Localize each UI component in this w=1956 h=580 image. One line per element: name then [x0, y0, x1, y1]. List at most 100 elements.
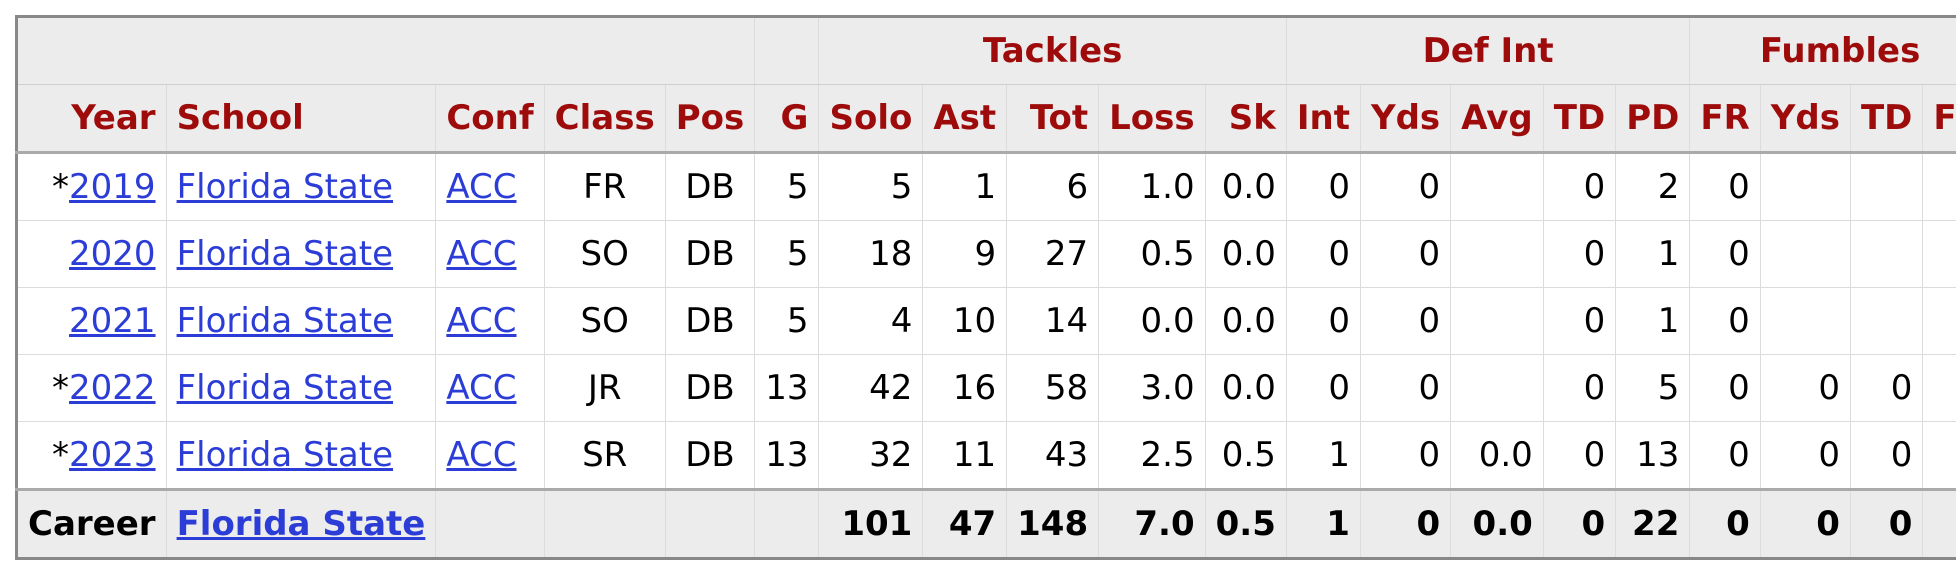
cell-int-avg [1450, 152, 1544, 221]
cell-fr-td [1849, 287, 1924, 355]
award-marker: * [52, 167, 70, 207]
cell-pd: 1 [1615, 287, 1691, 355]
cell-pd: 5 [1615, 354, 1691, 422]
cell-g: 13 [754, 421, 820, 490]
col-header-sk[interactable]: Sk [1204, 84, 1287, 154]
cell-fr: 0 [1689, 152, 1761, 221]
career-tot: 148 [1006, 488, 1100, 559]
cell-ast: 9 [922, 220, 1008, 288]
cell-fr: 0 [1689, 287, 1761, 355]
conf-link[interactable]: ACC [446, 301, 517, 341]
cell-tot: 6 [1006, 152, 1100, 221]
cell-int-td: 0 [1542, 152, 1617, 221]
cell-pd: 13 [1615, 421, 1691, 490]
cell-conf: ACC [435, 421, 545, 490]
over-header-def-int: Def Int [1285, 16, 1691, 85]
year-link[interactable]: 2019 [69, 167, 156, 207]
cell-ast: 1 [922, 152, 1008, 221]
cell-ast: 16 [922, 354, 1008, 422]
over-header-row: Tackles Def Int Fumbles [15, 16, 1956, 85]
col-header-fr[interactable]: FR [1689, 84, 1761, 154]
col-header-int-yds[interactable]: Yds [1359, 84, 1452, 154]
cell-class: SO [543, 220, 666, 288]
career-sk: 0.5 [1204, 488, 1287, 559]
career-row: Career Florida State 101 47 148 7.0 0.5 … [16, 488, 1956, 559]
cell-g: 5 [754, 220, 820, 288]
cell-conf: ACC [435, 354, 545, 422]
cell-tot: 27 [1006, 220, 1100, 288]
conf-link[interactable]: ACC [446, 167, 517, 207]
col-header-school[interactable]: School [165, 84, 437, 154]
col-header-int-avg[interactable]: Avg [1450, 84, 1544, 154]
award-marker: * [52, 368, 70, 408]
conf-link[interactable]: ACC [446, 368, 517, 408]
cell-int-td: 0 [1542, 287, 1617, 355]
cell-pd: 1 [1615, 220, 1691, 288]
col-header-fr-td[interactable]: TD [1849, 84, 1924, 154]
cell-class: JR [543, 354, 666, 422]
cell-school: Florida State [165, 354, 437, 422]
career-ff: 1 [1922, 488, 1956, 559]
cell-pos: DB [664, 220, 756, 288]
cell-ff: 0 [1922, 152, 1956, 221]
col-header-year[interactable]: Year [16, 84, 167, 154]
cell-fr-yds: 0 [1759, 354, 1851, 422]
table-row: *2023 Florida State ACC SR DB 13 32 11 4… [16, 421, 1956, 490]
career-fr: 0 [1689, 488, 1761, 559]
cell-pos: DB [664, 287, 756, 355]
year-link[interactable]: 2021 [69, 301, 156, 341]
cell-school: Florida State [165, 421, 437, 490]
table-row: 2021 Florida State ACC SO DB 5 4 10 14 0… [16, 287, 1956, 355]
cell-ff: 1 [1922, 220, 1956, 288]
career-g-cell [754, 488, 820, 559]
col-header-ast[interactable]: Ast [922, 84, 1008, 154]
col-header-fr-yds[interactable]: Yds [1759, 84, 1851, 154]
col-header-tot[interactable]: Tot [1006, 84, 1100, 154]
col-header-solo[interactable]: Solo [818, 84, 924, 154]
cell-sk: 0.0 [1204, 152, 1287, 221]
school-link[interactable]: Florida State [176, 167, 394, 207]
career-int-td: 0 [1542, 488, 1617, 559]
career-int-avg: 0.0 [1450, 488, 1544, 559]
col-header-class[interactable]: Class [543, 84, 666, 154]
award-marker: * [52, 435, 70, 475]
cell-tot: 58 [1006, 354, 1100, 422]
year-link[interactable]: 2022 [69, 368, 156, 408]
cell-conf: ACC [435, 220, 545, 288]
col-header-ff[interactable]: FF [1922, 84, 1956, 154]
table-row: *2019 Florida State ACC FR DB 5 5 1 6 1.… [16, 152, 1956, 221]
col-header-loss[interactable]: Loss [1098, 84, 1206, 154]
school-link[interactable]: Florida State [176, 435, 394, 475]
cell-class: SO [543, 287, 666, 355]
career-school-link[interactable]: Florida State [176, 504, 426, 544]
cell-loss: 0.0 [1098, 287, 1206, 355]
school-link[interactable]: Florida State [176, 234, 394, 274]
cell-class: SR [543, 421, 666, 490]
cell-loss: 0.5 [1098, 220, 1206, 288]
col-header-conf[interactable]: Conf [435, 84, 545, 154]
school-link[interactable]: Florida State [176, 301, 394, 341]
cell-pos: DB [664, 152, 756, 221]
col-header-pos[interactable]: Pos [664, 84, 756, 154]
cell-fr-yds [1759, 152, 1851, 221]
year-link[interactable]: 2023 [69, 435, 156, 475]
cell-ff: 0 [1922, 354, 1956, 422]
conf-link[interactable]: ACC [446, 435, 517, 475]
cell-fr-td [1849, 152, 1924, 221]
col-header-pd[interactable]: PD [1615, 84, 1691, 154]
cell-year: 2021 [16, 287, 167, 355]
defense-stats-table: Tackles Def Int Fumbles Year School Conf… [15, 15, 1956, 560]
cell-int-td: 0 [1542, 421, 1617, 490]
cell-year: 2020 [16, 220, 167, 288]
school-link[interactable]: Florida State [176, 368, 394, 408]
career-solo: 101 [818, 488, 924, 559]
col-header-int[interactable]: Int [1285, 84, 1361, 154]
cell-int: 0 [1285, 354, 1361, 422]
conf-link[interactable]: ACC [446, 234, 517, 274]
year-link[interactable]: 2020 [69, 234, 156, 274]
col-header-int-td[interactable]: TD [1542, 84, 1617, 154]
over-header-blank-g [754, 16, 820, 85]
col-header-g[interactable]: G [754, 84, 820, 154]
cell-int-td: 0 [1542, 220, 1617, 288]
cell-int-yds: 0 [1359, 152, 1452, 221]
